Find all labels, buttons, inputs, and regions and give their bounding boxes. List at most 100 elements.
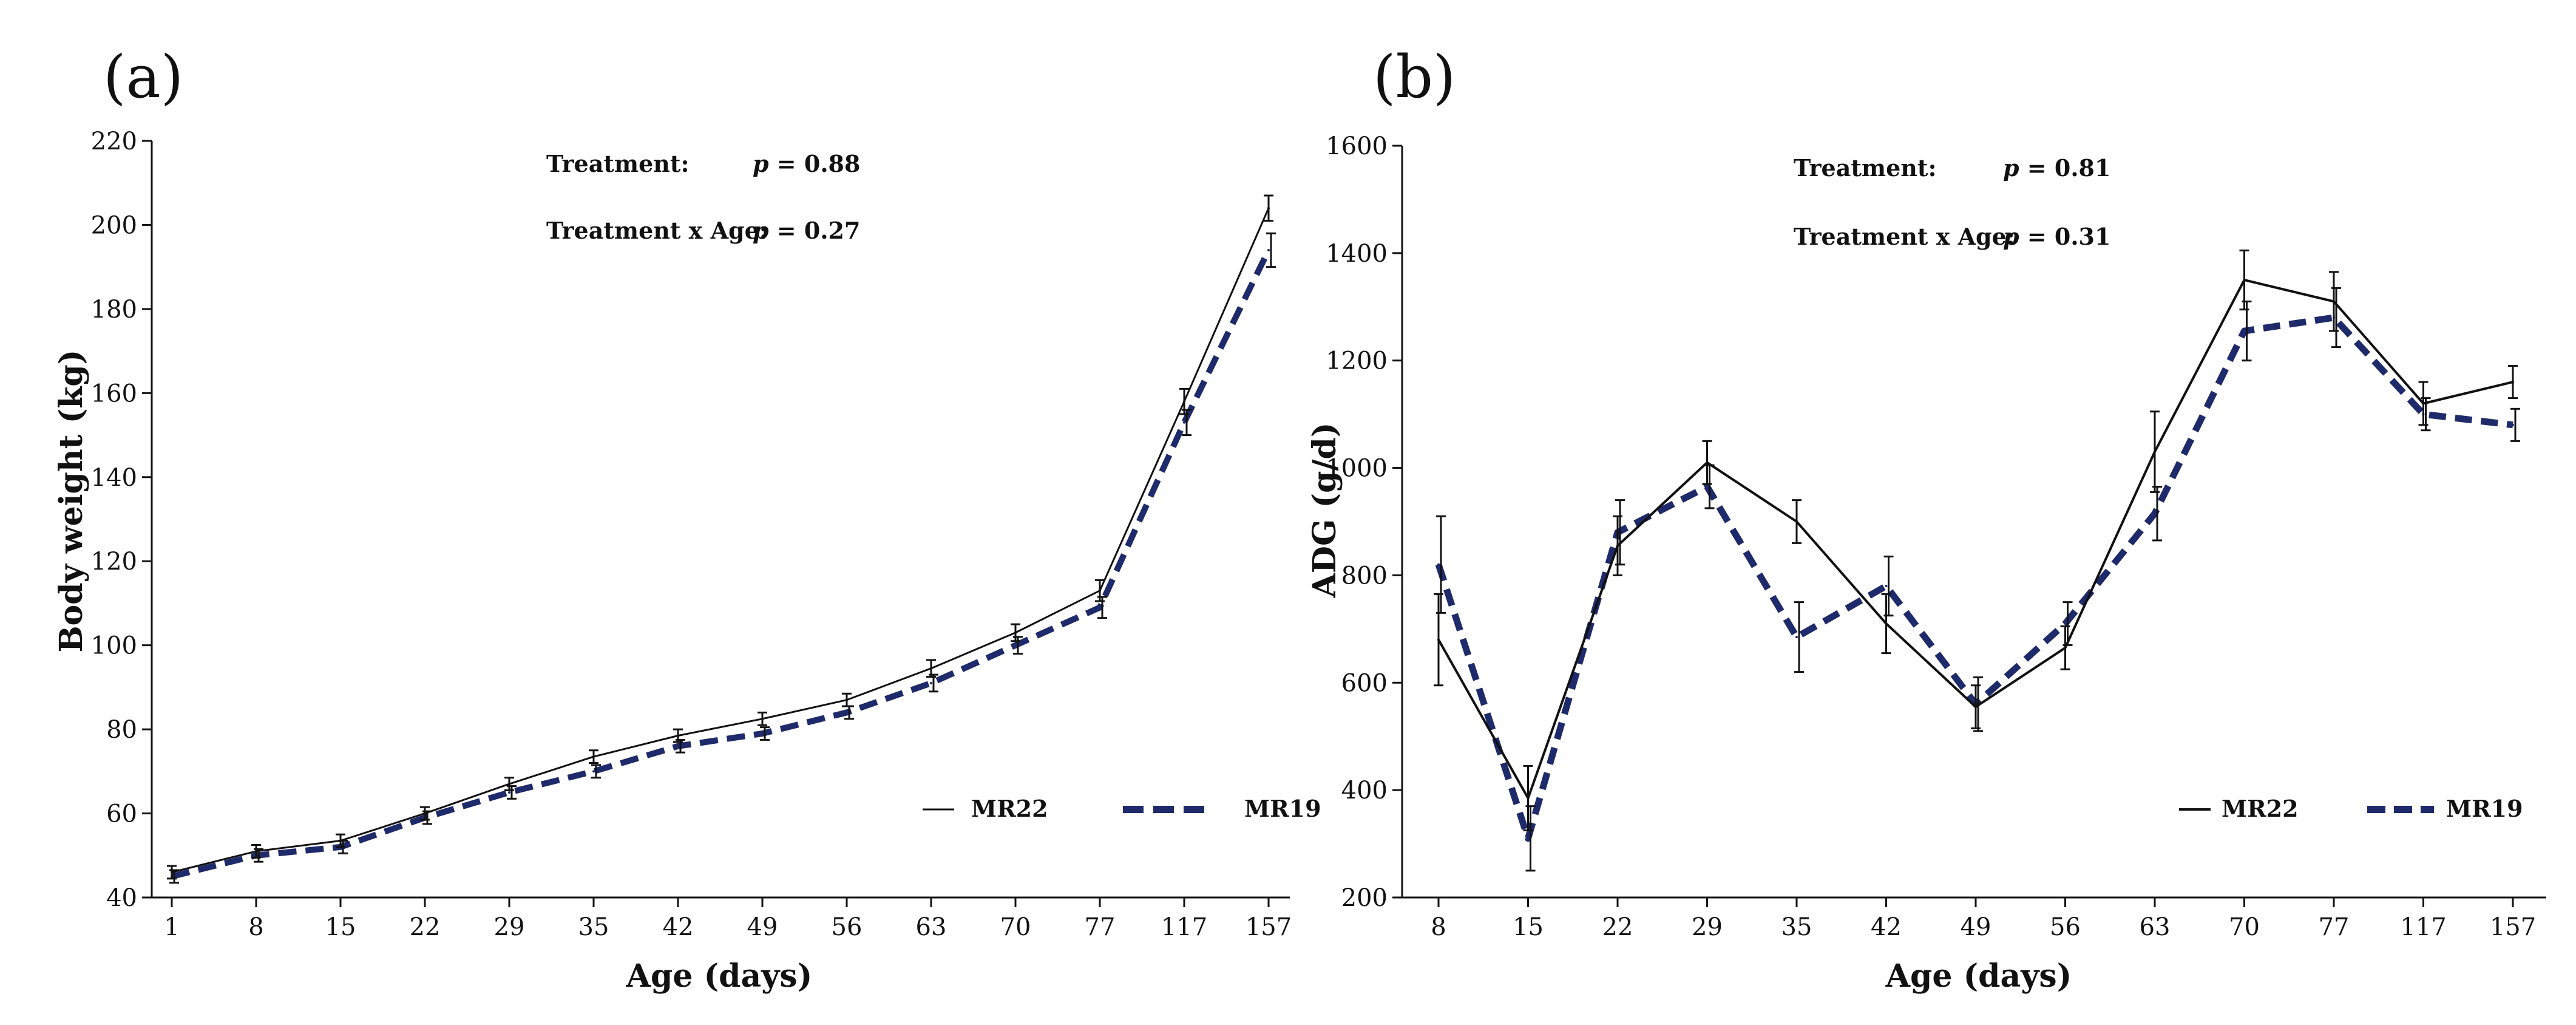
panel-b-x-tick-label: 49 — [1961, 913, 1991, 941]
panel-b-x-tick-label: 22 — [1602, 913, 1633, 941]
panel-a-x-tick-label: 117 — [1161, 913, 1207, 941]
panel-a-mr22-point — [1099, 589, 1101, 592]
panel-a-x-tick-label: 63 — [916, 913, 947, 941]
panel-b-y-tick-label: 1600 — [1326, 132, 1388, 160]
panel-a-y-tick-label: 140 — [91, 464, 137, 492]
panel-b-plot: 200 400 600 800 1000 1200 1400 1600 8 15 22 29 35 42 4… — [1326, 132, 2546, 941]
panel-a-label: (a) — [103, 43, 183, 111]
panel-b-mr22-point — [2154, 451, 2156, 454]
panel-b-x-tick-label: 70 — [2229, 913, 2260, 941]
panel-b-mr22-point — [1885, 622, 1888, 625]
panel-a-mr22-point — [339, 839, 342, 842]
panel-a-mr19-point — [677, 744, 679, 747]
panel-a-x-tick-label: 22 — [410, 913, 441, 941]
panel-b-mr19-point — [2154, 512, 2156, 515]
panel-b-mr19-point — [1437, 563, 1440, 566]
panel-a-y-tick-label: 220 — [91, 128, 137, 155]
panel-a-mr22-point — [677, 734, 679, 737]
panel-a-mr22-point — [761, 717, 764, 720]
panel-b-x-tick-label: 117 — [2400, 913, 2446, 941]
panel-a-x-tick-label: 15 — [325, 913, 356, 941]
panel-a-mr19-point — [592, 770, 595, 773]
panel-a-x-tick-label: 29 — [494, 913, 525, 941]
panel-a-mr22-point — [255, 850, 257, 853]
panel-a-x-tick-label: 42 — [663, 913, 694, 941]
panel-a-y-tick-label: 200 — [91, 211, 137, 239]
panel-b-mr22-point — [2422, 402, 2425, 405]
panel-a-mr22-point — [592, 755, 595, 758]
panel-a-mr22-point — [1014, 631, 1017, 634]
panel-a-mr19-point — [761, 732, 764, 735]
panel-b-x-tick-label: 29 — [1692, 913, 1723, 941]
panel-b-label: (b) — [1373, 43, 1456, 111]
panel-b: (b) Age (days) ADG (g/d) Treatment: p = … — [1306, 43, 2523, 995]
panel-b-mr22-point — [2333, 300, 2335, 303]
panel-b-x-tick-label: 8 — [1431, 913, 1446, 941]
panel-a-mr22-point — [508, 783, 510, 786]
panel-a-y-tick-label: 160 — [91, 380, 137, 407]
panel-a-treatment-p: p = 0.88 — [753, 150, 860, 177]
panel-b-y-tick-label: 800 — [1341, 562, 1388, 590]
panel-a-mr22-point — [171, 871, 173, 874]
panel-b-x-tick-label: 63 — [2140, 913, 2171, 941]
panel-a-mr22-point — [930, 667, 932, 670]
panel-a-y-tick-label: 180 — [91, 296, 137, 324]
panel-b-y-tick-label: 200 — [1341, 884, 1388, 912]
panel-b-x-axis-title: Age (days) — [1885, 958, 2072, 995]
panel-a-x-tick-label: 157 — [1246, 913, 1292, 941]
panel-b-mr22-point — [1706, 461, 1709, 464]
panel-a-x-tick-label: 49 — [747, 913, 778, 941]
panel-a-y-tick-label: 80 — [106, 716, 137, 744]
panel-b-mr19-point — [2243, 330, 2246, 333]
panel-a-mr19-point — [846, 711, 848, 714]
panel-b-treatment-p: p = 0.81 — [2003, 154, 2110, 182]
panel-a-mr19-point — [1183, 421, 1185, 424]
panel-b-mr22-point — [2064, 646, 2067, 649]
panel-b-mr19-point — [1885, 585, 1888, 588]
panel-b-x-tick-label: 35 — [1781, 913, 1812, 941]
panel-b-mr22-point — [1527, 797, 1530, 800]
panel-b-mr19-point — [2064, 622, 2067, 625]
panel-b-mr19-point — [1795, 636, 1798, 639]
panel-b-mr22-point — [2512, 381, 2514, 384]
panel-b-mr22-point — [1974, 706, 1977, 709]
panel-a-mr22-point — [424, 812, 426, 815]
panel-b-x-tick-label: 42 — [1871, 913, 1902, 941]
panel-b-mr22-point — [2243, 279, 2246, 282]
panel-b-y-tick-label: 1200 — [1326, 347, 1388, 375]
panel-a-y-axis-title: Body weight (kg) — [53, 350, 90, 653]
panel-b-legend-mr22-label: MR22 — [2222, 795, 2299, 822]
panel-a-series-mr22-line — [171, 208, 1270, 873]
panel-b-mr22-point — [1616, 544, 1619, 547]
panel-a-treatment-label: Treatment: — [546, 150, 689, 177]
panel-a-y-tick-label: 120 — [91, 548, 137, 576]
panel-a-mr22-point — [1267, 206, 1270, 209]
panel-b-y-tick-label: 1400 — [1326, 240, 1388, 268]
panel-a-x-axis-title: Age (days) — [626, 958, 813, 995]
panel-a-x-tick-label: 1 — [164, 913, 179, 941]
panel-a-y-tick-label: 60 — [106, 800, 137, 828]
panel-b-mr22-point — [1795, 520, 1798, 523]
panel-b-treatment-label: Treatment: — [1794, 154, 1936, 182]
panel-a-x-tick-label: 35 — [578, 913, 609, 941]
panel-b-y-tick-label: 400 — [1341, 777, 1388, 805]
panel-a-x-tick-label: 70 — [1000, 913, 1031, 941]
panel-a-mr19-point — [1099, 606, 1101, 609]
panel-a-interaction-label: Treatment x Age: — [546, 217, 768, 244]
panel-a-mr19-point — [1267, 248, 1270, 251]
panel-a-mr19-point — [508, 791, 510, 794]
panel-b-y-tick-label: 1000 — [1326, 455, 1388, 483]
panel-b-x-tick-label: 77 — [2319, 913, 2350, 941]
panel-a-y-tick-label: 40 — [106, 884, 137, 912]
panel-b-x-tick-label: 15 — [1513, 913, 1544, 941]
panel-b-interaction-p: p = 0.31 — [2003, 223, 2110, 250]
panel-a-x-tick-label: 56 — [832, 913, 863, 941]
panel-a-mr22-point — [1183, 400, 1185, 403]
panel-a-x-tick-label: 77 — [1085, 913, 1116, 941]
panel-a-x-tick-label: 8 — [248, 913, 263, 941]
panel-b-mr19-point — [1706, 485, 1709, 488]
panel-b-y-axis-title: ADG (g/d) — [1306, 423, 1343, 599]
panel-b-mr19-point — [2512, 423, 2514, 426]
panel-b-x-tick-label: 157 — [2490, 913, 2536, 941]
